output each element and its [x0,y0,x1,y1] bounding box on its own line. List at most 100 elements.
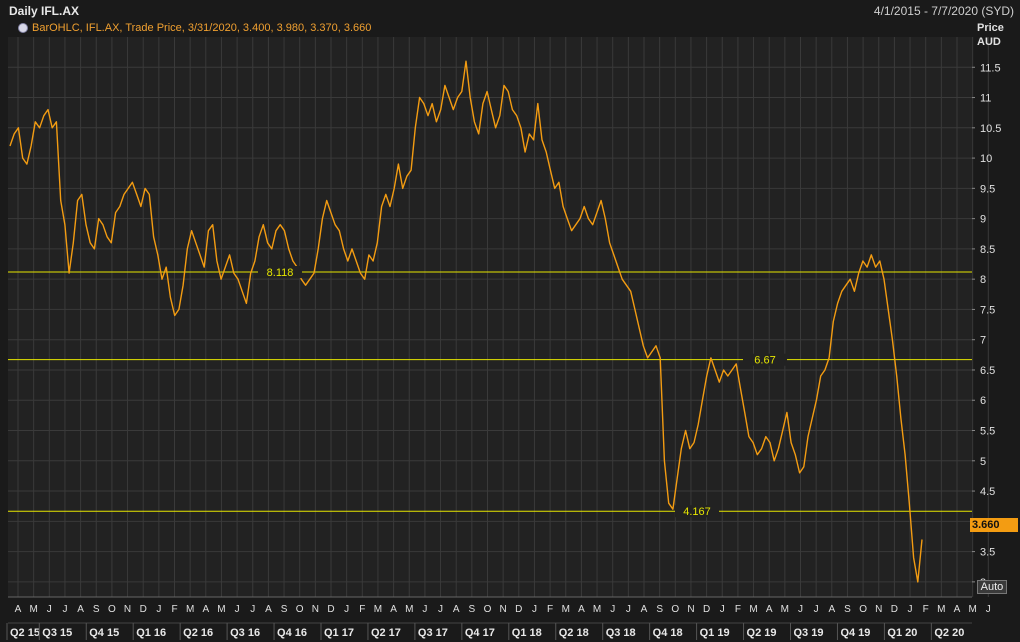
x-month-label: J [814,604,819,615]
x-quarter-label: Q2 15 [10,627,40,639]
level-label: 8.118 [267,267,294,279]
x-quarter-label: Q2 17 [371,627,401,639]
y-tick-label: 4.5 [980,486,995,498]
x-month-label: J [344,604,349,615]
y-tick-label: 11.5 [980,62,1001,74]
x-month-label: D [891,604,898,615]
series-icon [18,23,28,33]
x-month-label: F [735,604,741,615]
x-month-label: A [77,604,84,615]
x-quarter-label: Q4 16 [277,627,307,639]
x-quarter-label: Q4 19 [840,627,870,639]
x-quarter-label: Q2 18 [559,627,589,639]
series-legend[interactable]: BarOHLC, IFL.AX, Trade Price, 3/31/2020,… [18,22,371,34]
x-quarter-label: Q1 16 [136,627,166,639]
x-quarter-label: Q3 19 [794,627,824,639]
x-month-label: A [202,604,209,615]
x-quarter-label: Q2 20 [934,627,964,639]
x-quarter-label: Q1 18 [512,627,542,639]
x-month-label: M [29,604,37,615]
x-month-label: J [720,604,725,615]
x-month-label: N [875,604,882,615]
x-month-label: M [749,604,757,615]
x-month-label: M [937,604,945,615]
x-month-label: F [547,604,553,615]
x-month-label: O [296,604,304,615]
y-tick-label: 9.5 [980,183,995,195]
level-label: 6.67 [754,355,775,367]
y-tick-label: 5.5 [980,426,995,438]
x-month-label: M [186,604,194,615]
x-month-label: D [327,604,334,615]
x-month-label: S [656,604,663,615]
y-tick-label: 6.5 [980,365,995,377]
y-axis-label-price: Price [977,22,1004,34]
x-month-label: A [578,604,585,615]
y-tick-label: 8.5 [980,244,995,256]
x-month-label: N [687,604,694,615]
y-tick-label: 9 [980,214,986,226]
auto-scale-button[interactable]: Auto [977,580,1007,594]
grid-lines [8,37,989,597]
x-month-label: M [562,604,570,615]
x-month-label: M [374,604,382,615]
level-label-bg [675,505,719,518]
x-month-label: J [986,604,991,615]
x-quarter-label: Q3 17 [418,627,448,639]
x-month-label: O [859,604,867,615]
y-tick-label: 8 [980,274,986,286]
x-month-label: A [453,604,460,615]
x-month-label: M [217,604,225,615]
price-series-line [9,60,923,583]
x-month-label: M [593,604,601,615]
x-month-label: J [626,604,631,615]
x-month-label: J [250,604,255,615]
x-month-label: J [235,604,240,615]
legend-text: BarOHLC, IFL.AX, Trade Price, 3/31/2020,… [32,22,372,34]
x-quarter-label: Q3 15 [42,627,72,639]
horizontal-levels [8,271,972,512]
x-month-label: A [390,604,397,615]
y-tick-label: 7.5 [980,304,995,316]
y-tick-label: 3.5 [980,547,995,559]
x-quarter-label: Q2 16 [183,627,213,639]
level-label: 4.167 [683,506,711,518]
y-tick-label: 10.5 [980,123,1001,135]
x-month-label: A [828,604,835,615]
level-label-bg [743,353,787,366]
level-label-bg [258,266,302,279]
x-month-label: S [281,604,288,615]
x-quarter-label: Q1 17 [324,627,354,639]
x-quarter-label: Q2 19 [747,627,777,639]
y-tick-label: 6 [980,395,986,407]
x-month-label: J [438,604,443,615]
x-month-label: J [798,604,803,615]
y-tick-label: 7 [980,335,986,347]
x-month-label: S [469,604,476,615]
y-tick-label: 10 [980,153,992,165]
y-axis-label-currency: AUD [977,36,1001,48]
x-quarter-label: Q4 15 [89,627,119,639]
x-month-label: D [515,604,522,615]
x-month-label: F [359,604,365,615]
x-month-label: M [968,604,976,615]
x-month-label: S [844,604,851,615]
x-month-label: O [671,604,679,615]
x-month-label: J [156,604,161,615]
level-labels: 8.118 6.67 4.167 [258,266,787,518]
x-month-label: O [108,604,116,615]
x-month-label: J [422,604,427,615]
x-month-label: D [140,604,147,615]
x-month-label: J [532,604,537,615]
x-month-label: M [405,604,413,615]
x-month-label: A [641,604,648,615]
x-month-label: F [171,604,177,615]
date-range: 4/1/2015 - 7/7/2020 (SYD) [873,4,1014,18]
chart-title: Daily IFL.AX [9,4,80,18]
x-month-label: J [610,604,615,615]
x-month-label: A [15,604,22,615]
x-month-label: O [484,604,492,615]
plot-area [8,37,972,597]
last-price-badge: 3.660 [970,518,1018,532]
